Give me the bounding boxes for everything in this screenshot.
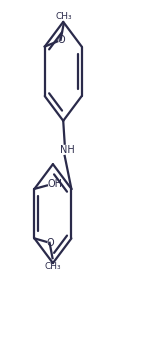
Text: O: O	[58, 35, 66, 45]
Text: CH₃: CH₃	[56, 12, 72, 21]
Text: NH: NH	[60, 145, 74, 155]
Text: OH: OH	[48, 179, 63, 189]
Text: CH₃: CH₃	[45, 261, 61, 271]
Text: O: O	[47, 238, 55, 248]
